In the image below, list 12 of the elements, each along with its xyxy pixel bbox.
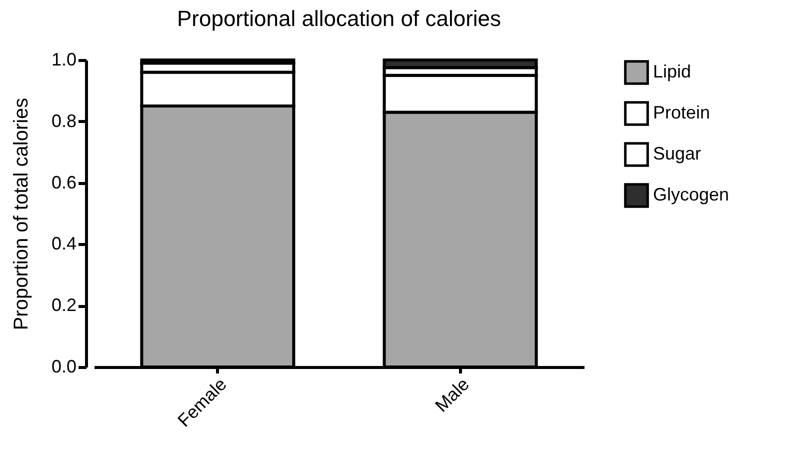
legend-label: Protein [653,102,710,122]
y-tick-label: 0.0 [51,356,76,376]
y-tick-label: 0.6 [51,172,76,192]
y-axis-title: Proportion of total calories [10,98,32,330]
legend-label: Lipid [653,62,692,82]
chart-title: Proportional allocation of calories [176,6,502,31]
y-tick-label: 0.4 [51,234,76,254]
legend-label: Glycogen [653,184,730,204]
y-tick-label: 1.0 [51,50,76,70]
y-tick-label: 0.2 [51,295,76,316]
y-tick-label: 0.8 [51,110,76,131]
legend-label: Sugar [653,144,702,164]
